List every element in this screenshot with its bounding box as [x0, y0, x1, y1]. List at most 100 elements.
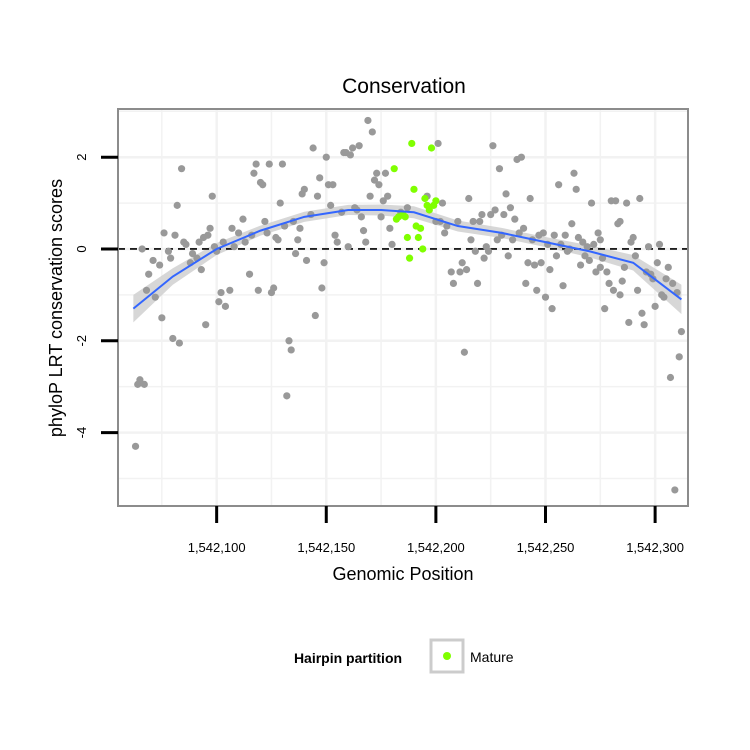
other-point	[173, 201, 181, 209]
other-point	[576, 261, 585, 269]
other-point	[616, 217, 624, 226]
other-point	[677, 327, 686, 336]
mature-point	[427, 144, 436, 152]
other-point	[631, 252, 639, 260]
other-point	[206, 224, 214, 232]
other-point	[373, 169, 381, 177]
other-point	[309, 144, 317, 152]
other-point	[291, 249, 300, 258]
other-point	[346, 151, 354, 159]
other-point	[359, 227, 368, 235]
other-point	[552, 252, 561, 260]
other-point	[131, 442, 140, 450]
other-point	[605, 279, 613, 288]
x-tick-label: 1,542,250	[517, 540, 575, 555]
other-point	[195, 238, 203, 246]
other-point	[386, 224, 394, 232]
other-point	[156, 261, 164, 269]
other-point	[456, 268, 464, 276]
other-point	[221, 302, 230, 310]
other-point	[296, 224, 304, 232]
y-tick-label: 2	[74, 154, 89, 161]
y-tick-label: -2	[74, 335, 89, 347]
other-point	[403, 204, 411, 212]
other-point	[469, 217, 477, 226]
other-point	[276, 199, 284, 207]
other-point	[188, 249, 197, 258]
other-point	[625, 318, 633, 327]
mature-point	[414, 233, 422, 242]
other-point	[285, 337, 293, 345]
mature-point	[432, 197, 440, 205]
other-point	[669, 279, 677, 288]
y-axis-label: phyloP LRT conservation scores	[46, 179, 66, 437]
mature-point	[416, 224, 425, 232]
other-point	[467, 236, 475, 244]
loess-smooth-line	[132, 208, 683, 310]
other-point	[208, 192, 216, 200]
mature-point	[405, 254, 414, 262]
legend-title: Hairpin partition	[294, 650, 402, 666]
other-point	[136, 376, 144, 384]
other-point	[441, 229, 449, 237]
other-point	[274, 236, 282, 244]
other-point	[559, 282, 567, 290]
other-point	[574, 233, 582, 242]
other-point	[239, 215, 247, 223]
other-point	[633, 286, 642, 294]
other-point	[362, 238, 370, 246]
plot-panel	[118, 109, 688, 506]
other-point	[640, 321, 648, 329]
other-point	[368, 128, 376, 136]
other-point	[519, 224, 528, 232]
other-point	[506, 204, 515, 212]
other-point	[524, 259, 532, 267]
mature-point	[403, 233, 411, 242]
other-point	[169, 334, 177, 343]
other-point	[160, 229, 168, 237]
other-point	[618, 277, 626, 285]
other-point	[609, 286, 618, 294]
other-point	[623, 199, 631, 207]
other-point	[596, 263, 604, 271]
other-point	[263, 229, 271, 237]
other-point	[377, 213, 385, 221]
other-point	[357, 213, 365, 221]
other-point	[344, 243, 352, 251]
other-point	[241, 238, 249, 246]
other-point	[364, 116, 372, 125]
other-point	[655, 240, 664, 248]
x-tick-label: 1,542,100	[188, 540, 246, 555]
other-point	[629, 233, 637, 242]
other-point	[252, 160, 260, 168]
other-point	[572, 185, 580, 193]
other-point	[660, 293, 668, 301]
other-point	[495, 165, 504, 173]
other-point	[329, 181, 337, 189]
other-point	[366, 192, 374, 200]
other-point	[438, 199, 447, 207]
other-point	[177, 165, 186, 173]
other-point	[318, 284, 326, 292]
other-point	[226, 286, 234, 294]
other-point	[502, 190, 510, 198]
other-point	[447, 268, 455, 276]
y-tick-label: -4	[74, 427, 89, 439]
other-point	[145, 270, 153, 278]
plot-border	[117, 108, 689, 507]
other-point	[493, 236, 501, 244]
other-point	[601, 305, 609, 313]
other-point	[311, 311, 319, 320]
x-axis-ticks: 1,542,100 1,542,150 1,542,200 1,542,250 1,54…	[188, 506, 684, 555]
mature-point	[425, 206, 433, 214]
other-point	[331, 231, 339, 239]
other-point	[333, 238, 341, 246]
other-point	[458, 259, 466, 267]
other-point	[515, 229, 523, 237]
other-point	[583, 243, 591, 251]
other-point	[245, 270, 254, 278]
legend-key-mature-marker	[443, 652, 451, 660]
other-point	[320, 259, 328, 267]
other-point	[662, 275, 670, 283]
other-point	[533, 286, 541, 294]
